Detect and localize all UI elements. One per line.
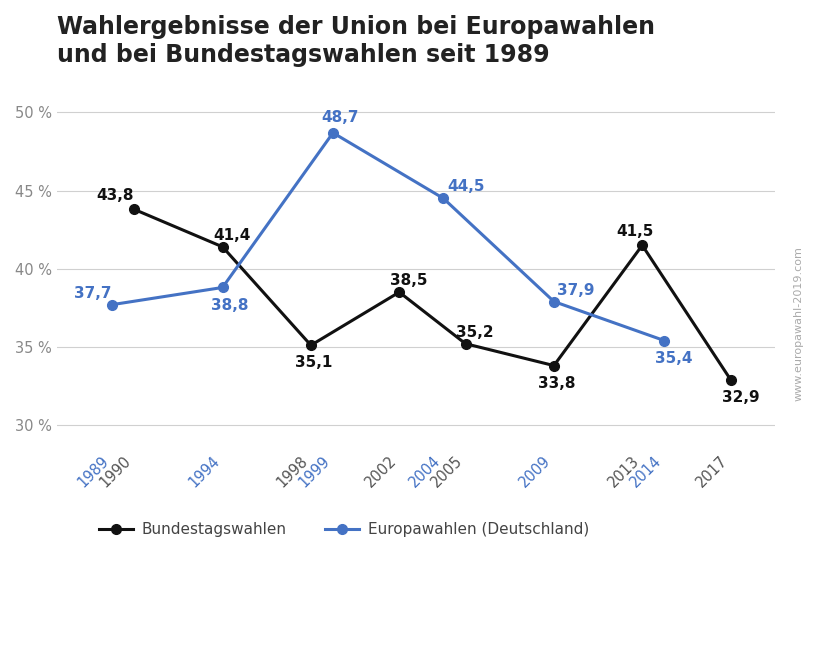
Europawahlen (Deutschland) [438, 195, 448, 203]
Text: 38,5: 38,5 [390, 273, 428, 288]
Europawahlen (Deutschland) [218, 283, 227, 291]
Text: 33,8: 33,8 [538, 376, 576, 391]
Text: 35,1: 35,1 [295, 355, 332, 371]
Text: 44,5: 44,5 [447, 179, 485, 195]
Text: 48,7: 48,7 [321, 110, 359, 125]
Text: 35,2: 35,2 [457, 325, 494, 340]
Text: 41,4: 41,4 [213, 228, 251, 243]
Text: 41,5: 41,5 [617, 224, 654, 239]
Text: www.europawahl-2019.com: www.europawahl-2019.com [793, 246, 803, 401]
Text: 37,7: 37,7 [74, 286, 112, 301]
Line: Europawahlen (Deutschland): Europawahlen (Deutschland) [108, 128, 669, 345]
Bundestagswahlen [549, 362, 559, 369]
Bundestagswahlen [394, 289, 404, 296]
Europawahlen (Deutschland) [328, 129, 338, 137]
Europawahlen (Deutschland) [108, 301, 117, 309]
Bundestagswahlen [129, 206, 139, 214]
Bundestagswahlen [461, 340, 471, 347]
Bundestagswahlen [725, 376, 735, 384]
Bundestagswahlen [306, 342, 316, 349]
Text: 37,9: 37,9 [557, 283, 595, 298]
Line: Bundestagswahlen: Bundestagswahlen [129, 204, 735, 384]
Text: 38,8: 38,8 [211, 298, 248, 313]
Text: 32,9: 32,9 [721, 390, 759, 405]
Europawahlen (Deutschland) [549, 298, 559, 305]
Bundestagswahlen [638, 241, 648, 249]
Legend: Bundestagswahlen, Europawahlen (Deutschland): Bundestagswahlen, Europawahlen (Deutschl… [93, 516, 595, 543]
Text: 35,4: 35,4 [655, 351, 693, 366]
Text: Wahlergebnisse der Union bei Europawahlen
und bei Bundestagswahlen seit 1989: Wahlergebnisse der Union bei Europawahle… [57, 15, 655, 67]
Bundestagswahlen [218, 243, 227, 251]
Europawahlen (Deutschland) [659, 336, 669, 344]
Text: 43,8: 43,8 [96, 188, 133, 203]
